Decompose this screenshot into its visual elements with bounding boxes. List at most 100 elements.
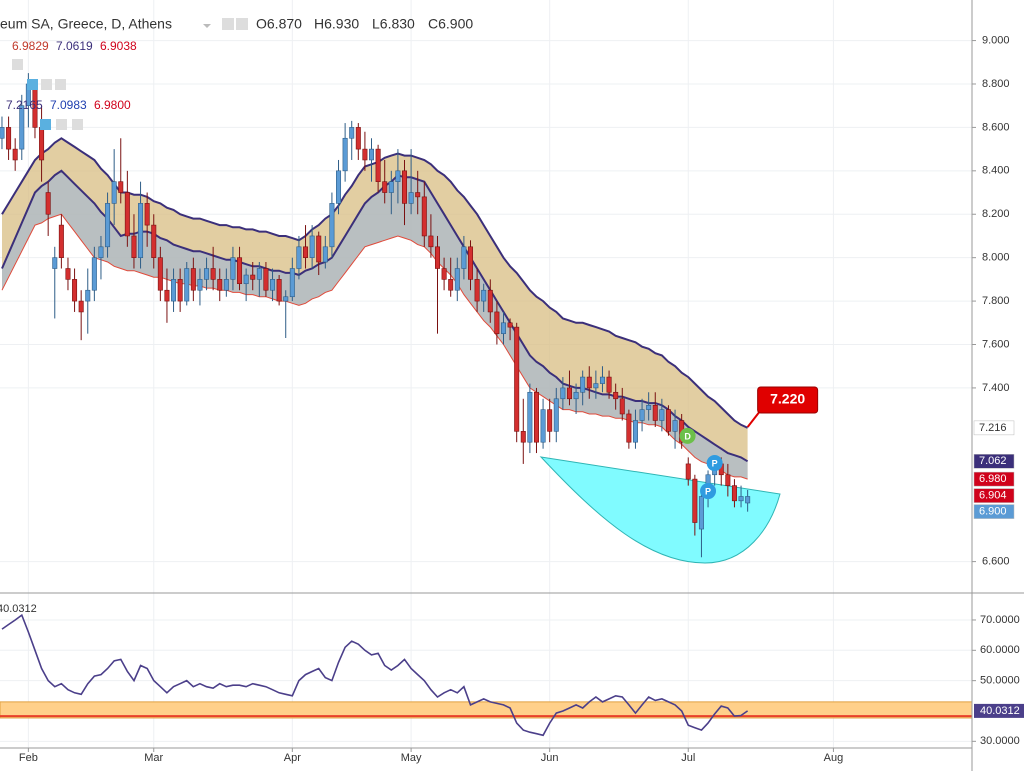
candle-body (98, 246, 104, 258)
candle-body (151, 224, 157, 258)
candle-body (738, 496, 744, 502)
candle-body (659, 409, 665, 421)
price-label-box (973, 504, 1015, 519)
candle-body (276, 279, 282, 302)
candle-body (487, 289, 493, 313)
ohlc-low: L6.830 (372, 16, 415, 32)
candle-body (527, 391, 533, 443)
candle-body (481, 289, 487, 302)
candle-body (91, 257, 97, 291)
candle-body (144, 203, 150, 226)
icon[interactable] (27, 79, 38, 90)
candle-body (223, 279, 229, 291)
candle-body (533, 391, 539, 443)
candle-body (586, 376, 592, 389)
candle-body (237, 257, 243, 285)
candle-body (355, 127, 361, 150)
x-tick-label: Mar (144, 752, 163, 764)
ohlc-high: H6.930 (314, 16, 359, 32)
candle-body (131, 235, 137, 258)
indicator-value: 6.9829 (12, 39, 49, 53)
candle-body (39, 127, 45, 161)
icon[interactable] (222, 18, 234, 30)
candle-body (256, 268, 262, 280)
candle-body (421, 196, 427, 237)
candle-body (474, 279, 480, 302)
icon[interactable] (236, 18, 248, 30)
candle-body (12, 148, 18, 161)
candle-body (171, 279, 177, 302)
candle-body (296, 246, 302, 269)
symbol-title[interactable]: eum SA, Greece, D, Athens (0, 16, 172, 32)
candle-body (263, 268, 269, 291)
candle-body (52, 257, 58, 269)
candle-body (111, 181, 117, 204)
candle-body (593, 383, 599, 389)
ohlc-open: O6.870 (256, 16, 302, 32)
pattern-marker (679, 427, 696, 444)
candle-body (289, 268, 295, 298)
candle-body (467, 246, 473, 280)
candle-body (369, 148, 375, 161)
price-label-box (973, 471, 1015, 487)
candle-body (250, 274, 256, 280)
candle-body (646, 404, 652, 410)
candle-body (362, 148, 368, 161)
dropdown-icon[interactable] (203, 24, 211, 28)
y-tick-label: 8.600 (982, 121, 1010, 133)
candle-body (157, 257, 163, 291)
candle-body (566, 387, 572, 400)
candle-body (270, 279, 276, 291)
candle-body (494, 311, 500, 334)
x-tick-label: Aug (824, 752, 844, 764)
indicator-value: 6.9800 (94, 98, 131, 112)
candle-body (204, 268, 210, 280)
icon[interactable] (12, 59, 23, 70)
price-label-box (973, 488, 1015, 503)
y-tick-label: 8.200 (982, 208, 1010, 220)
y-tick-label: 7.800 (982, 295, 1010, 307)
candle-body (45, 192, 51, 215)
candle-body (190, 268, 196, 291)
candle-body (500, 322, 506, 334)
candle-body (105, 203, 111, 248)
pattern-marker-label: D (684, 431, 691, 441)
candle-body (599, 376, 605, 384)
candle-body (402, 170, 408, 204)
indicator-value: 6.9038 (100, 39, 137, 53)
candle-body (210, 268, 216, 280)
rsi-header: 40.0312 (0, 603, 37, 615)
y-tick-label: 70.0000 (980, 614, 1020, 626)
icon[interactable] (56, 119, 67, 130)
band-line (1, 213, 748, 480)
x-tick-label: Feb (19, 752, 38, 764)
x-tick-label: Jul (681, 752, 695, 764)
candle-body (138, 203, 144, 258)
y-tick-label: 8.000 (982, 252, 1010, 264)
icon[interactable] (72, 119, 83, 130)
candle-body (329, 203, 335, 248)
last-value-label: 40.0312 (980, 705, 1020, 717)
candle-body (72, 279, 78, 302)
icon[interactable] (41, 79, 52, 90)
axis: 6.600 7.400 7.600 7.800 8.000 8.200 8.400 8.600… (19, 34, 1020, 763)
candle-body (408, 192, 414, 204)
icon[interactable] (55, 79, 66, 90)
band-fill (2, 170, 748, 480)
x-tick-label: Jun (541, 752, 559, 764)
candle-body (606, 376, 612, 393)
icon[interactable] (40, 119, 51, 130)
price-label: 6.904 (979, 490, 1007, 502)
grid (0, 0, 972, 748)
candle-body (349, 127, 355, 139)
price-label: 7.062 (979, 455, 1007, 467)
candle-body (632, 420, 638, 443)
candle-body (283, 296, 289, 302)
callout-box (757, 386, 819, 414)
pattern-marker-label: P (705, 486, 711, 496)
candle-body (428, 235, 434, 248)
candle-body (685, 463, 691, 480)
pattern-marker (700, 483, 717, 500)
candle-body (118, 181, 124, 193)
candle-body (197, 279, 203, 291)
